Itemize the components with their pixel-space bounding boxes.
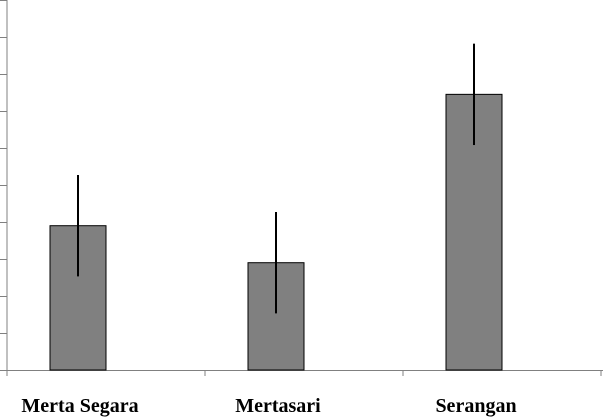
x-tick-label: Merta Segara (21, 395, 138, 417)
x-tick-label: Mertasari (235, 395, 321, 417)
x-tick-label: Serangan (435, 395, 516, 417)
